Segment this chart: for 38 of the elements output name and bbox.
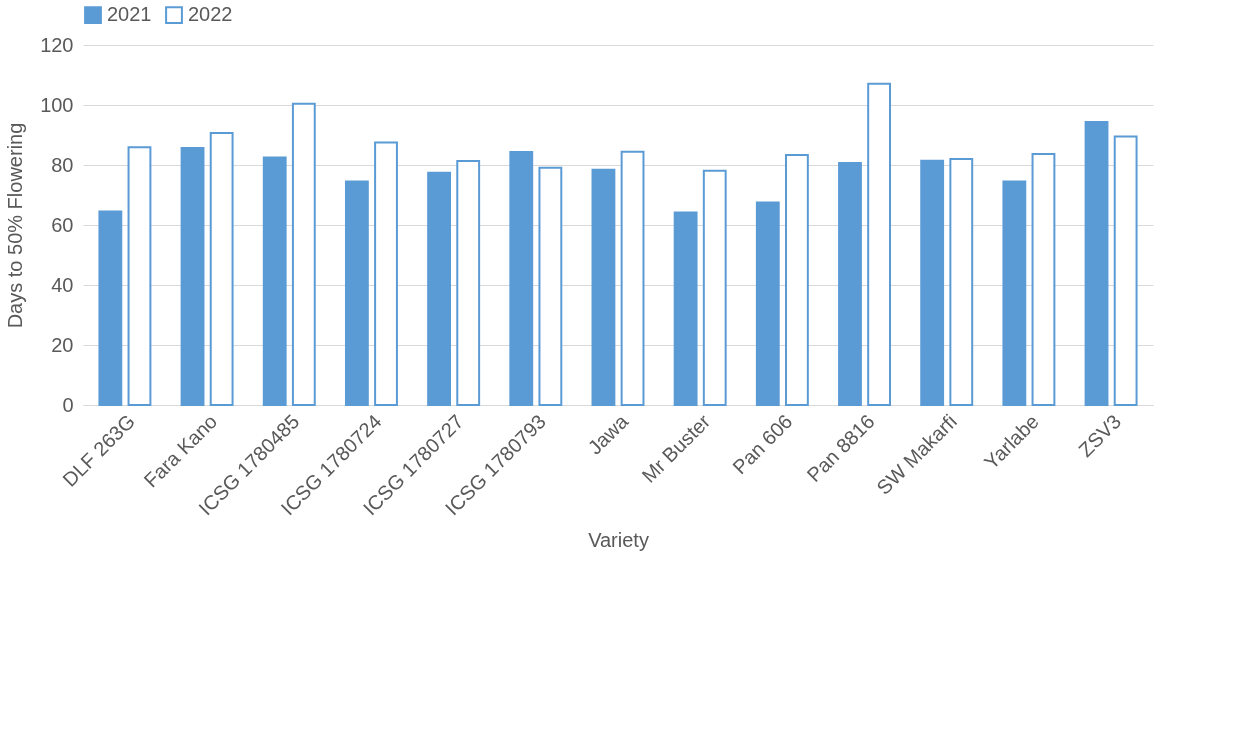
bar <box>374 141 398 406</box>
bar <box>427 171 451 406</box>
bar <box>1084 121 1109 406</box>
bar <box>620 150 645 406</box>
bar <box>673 211 698 406</box>
bar <box>838 161 862 406</box>
bar <box>1002 180 1027 406</box>
y-axis-title: Days to 50% Flowering <box>4 122 27 329</box>
bar <box>262 156 287 406</box>
bar <box>702 169 727 406</box>
bar <box>1031 152 1056 406</box>
bar <box>127 146 152 406</box>
y-tick-label: 100 <box>40 93 74 116</box>
bar <box>209 131 234 406</box>
y-tick-label: 40 <box>51 273 74 296</box>
y-tick-label: 60 <box>51 213 74 236</box>
bar <box>785 154 809 406</box>
bar <box>509 151 534 406</box>
y-tick-label: 80 <box>51 153 74 176</box>
bar <box>867 82 892 406</box>
bar <box>1113 135 1138 406</box>
bar <box>180 146 205 406</box>
x-axis-title: Variety <box>588 529 649 552</box>
bar <box>755 201 780 406</box>
y-tick-label: 20 <box>51 333 74 356</box>
bar <box>949 158 974 406</box>
bar <box>456 160 481 406</box>
legend-label: 2021 <box>107 3 152 26</box>
bar <box>920 159 945 406</box>
bar <box>538 166 563 406</box>
y-tick-label: 0 <box>62 393 74 416</box>
legend-label: 2022 <box>188 3 233 26</box>
bar <box>591 168 616 406</box>
bar <box>344 180 369 406</box>
x-tick-label: Pan 606 <box>728 410 797 479</box>
bar <box>291 102 316 406</box>
bar <box>98 210 123 406</box>
y-tick-label: 120 <box>40 33 74 56</box>
